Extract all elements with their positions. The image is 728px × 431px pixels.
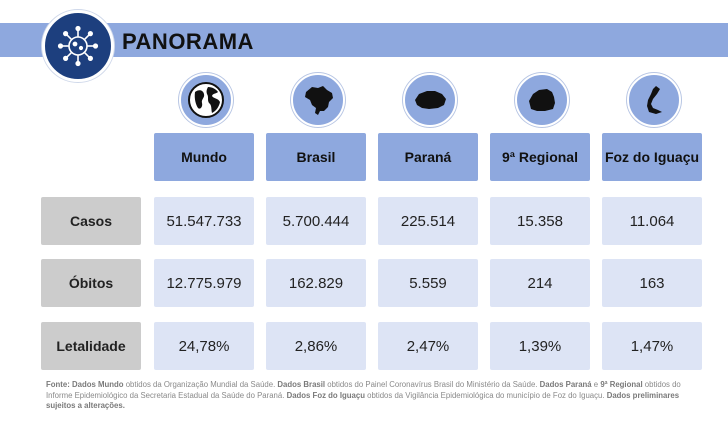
cell-letalidade-9-regional: 1,39% — [490, 322, 590, 370]
regional-map-icon — [515, 73, 569, 127]
foz-map-icon — [627, 73, 681, 127]
cell-obitos-parana: 5.559 — [378, 259, 478, 307]
cell-casos-foz-do-iguacu: 11.064 — [602, 197, 702, 245]
column-header-foz-do-iguacu: Foz do Iguaçu — [602, 133, 702, 181]
row-header-casos: Casos — [41, 197, 141, 245]
globe-icon — [179, 73, 233, 127]
cell-obitos-9-regional: 214 — [490, 259, 590, 307]
cell-obitos-brasil: 162.829 — [266, 259, 366, 307]
virus-icon — [42, 10, 114, 82]
cell-casos-brasil: 5.700.444 — [266, 197, 366, 245]
parana-map-icon — [403, 73, 457, 127]
cell-casos-parana: 225.514 — [378, 197, 478, 245]
column-header-9-regional: 9ª Regional — [490, 133, 590, 181]
source-footnote: Fonte: Dados Mundo obtidos da Organizaçã… — [46, 380, 681, 410]
cell-casos-mundo: 51.547.733 — [154, 197, 254, 245]
cell-obitos-foz-do-iguacu: 163 — [602, 259, 702, 307]
page-title: PANORAMA — [122, 29, 254, 54]
header-bar — [0, 23, 728, 57]
row-header-letalidade: Letalidade — [41, 322, 141, 370]
column-header-brasil: Brasil — [266, 133, 366, 181]
cell-casos-9-regional: 15.358 — [490, 197, 590, 245]
cell-letalidade-brasil: 2,86% — [266, 322, 366, 370]
cell-letalidade-foz-do-iguacu: 1,47% — [602, 322, 702, 370]
brazil-map-icon — [291, 73, 345, 127]
row-header-obitos: Óbitos — [41, 259, 141, 307]
cell-letalidade-mundo: 24,78% — [154, 322, 254, 370]
cell-letalidade-parana: 2,47% — [378, 322, 478, 370]
cell-obitos-mundo: 12.775.979 — [154, 259, 254, 307]
column-header-parana: Paraná — [378, 133, 478, 181]
column-header-mundo: Mundo — [154, 133, 254, 181]
